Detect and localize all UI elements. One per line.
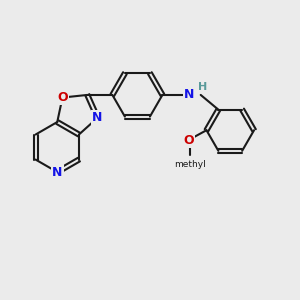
Text: O: O	[57, 91, 68, 104]
Text: H: H	[198, 82, 207, 92]
Text: N: N	[92, 111, 103, 124]
Text: O: O	[184, 134, 194, 147]
Text: N: N	[184, 88, 195, 101]
Text: methyl: methyl	[174, 160, 206, 169]
Text: N: N	[52, 166, 62, 178]
